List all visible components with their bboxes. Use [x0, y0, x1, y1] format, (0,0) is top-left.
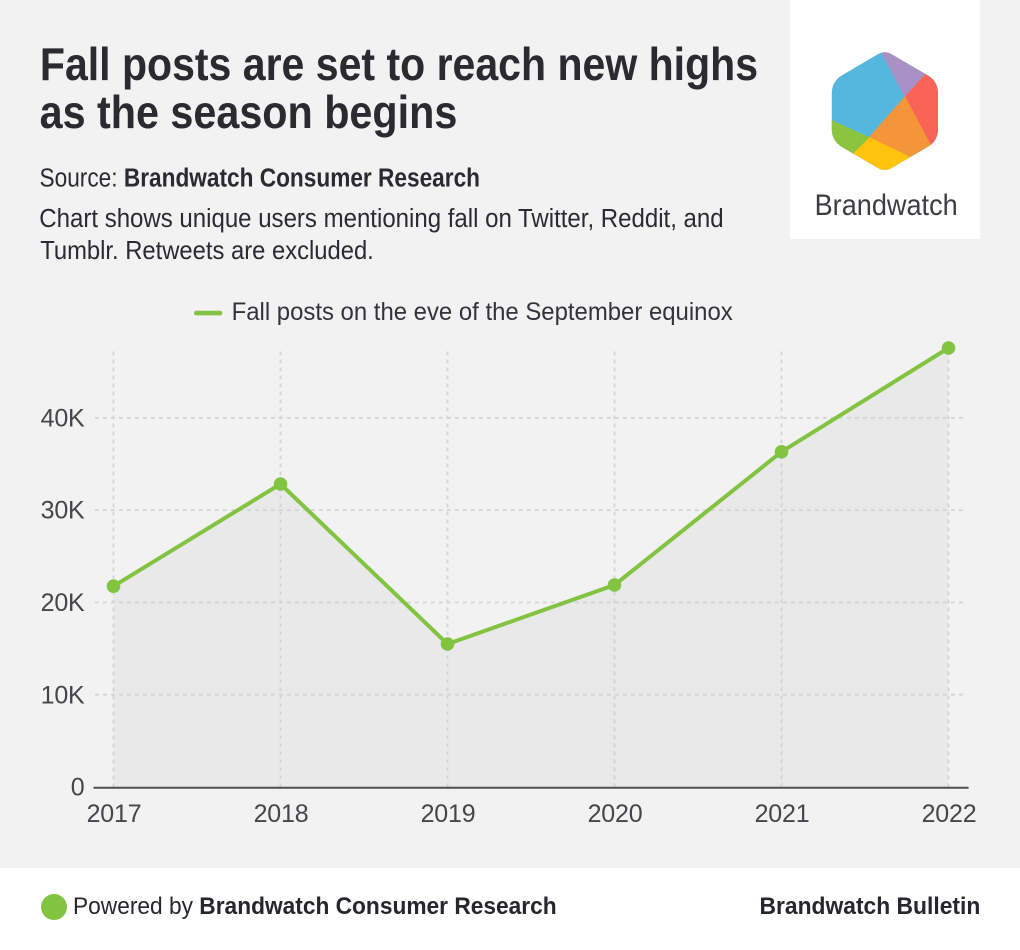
svg-text:40K: 40K — [41, 404, 85, 432]
svg-text:Brandwatch: Brandwatch — [815, 189, 958, 223]
svg-text:2020: 2020 — [588, 800, 643, 828]
svg-text:2018: 2018 — [254, 800, 309, 828]
svg-text:as the season begins: as the season begins — [40, 87, 458, 139]
svg-text:Brandwatch Bulletin: Brandwatch Bulletin — [760, 892, 981, 919]
svg-text:2022: 2022 — [922, 800, 977, 828]
svg-text:20K: 20K — [41, 589, 85, 617]
svg-text:Source: Brandwatch Consumer Re: Source: Brandwatch Consumer Research — [40, 164, 481, 193]
svg-text:Powered by Brandwatch Consumer: Powered by Brandwatch Consumer Research — [73, 892, 557, 919]
svg-text:Tumblr. Retweets are excluded.: Tumblr. Retweets are excluded. — [40, 236, 374, 265]
svg-text:2019: 2019 — [421, 800, 476, 828]
svg-text:Fall posts on the eve of the S: Fall posts on the eve of the September e… — [232, 299, 733, 327]
svg-text:2017: 2017 — [87, 800, 142, 828]
svg-text:0: 0 — [71, 774, 85, 802]
svg-text:Fall posts are set to reach ne: Fall posts are set to reach new highs — [40, 40, 758, 91]
svg-text:Chart shows unique users menti: Chart shows unique users mentioning fall… — [39, 204, 723, 233]
svg-text:10K: 10K — [41, 681, 85, 709]
svg-text:30K: 30K — [41, 497, 85, 525]
svg-text:2021: 2021 — [755, 800, 810, 828]
